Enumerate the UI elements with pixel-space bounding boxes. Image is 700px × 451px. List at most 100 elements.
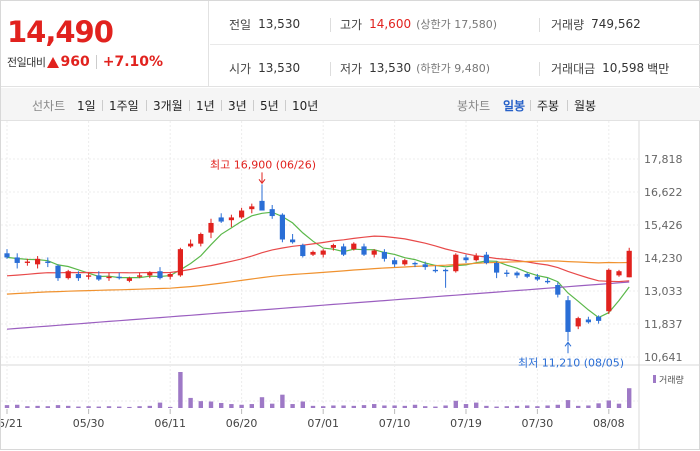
volume-bar — [372, 404, 377, 408]
divider — [95, 55, 97, 69]
date-axis: 05/21 05/30 06/11 06/20 07/01 07/10 07/19 07/30… — [1, 409, 625, 430]
volume-bar — [361, 405, 367, 408]
x-tick-label: 05/21 — [1, 417, 23, 430]
candle-body — [371, 250, 377, 255]
volume-bar — [86, 406, 91, 408]
low-value: 13,530 — [369, 61, 412, 75]
tab-10-years[interactable]: 10년 — [292, 99, 319, 113]
price-box: 14,490 전일대비 960 +7.10% — [1, 1, 209, 87]
ma60-line — [6, 260, 630, 295]
divider — [539, 62, 540, 76]
tab-monthly-candle[interactable]: 월봉 — [574, 99, 597, 113]
candlestick-chart: 52060120 최고 16,900 (06/26)최저 11,210 (08/… — [1, 121, 700, 449]
tab-3-years[interactable]: 3년 — [228, 99, 247, 113]
max-annotation: 최고 16,900 (06/26) — [210, 158, 316, 171]
volume: 거래량 749,562 — [551, 14, 641, 34]
prev-close-label: 전일 — [229, 17, 252, 32]
volume-bar — [392, 405, 397, 408]
candle-body — [249, 206, 255, 210]
volume-bars: 거래량 — [4, 372, 684, 408]
tab-1-week[interactable]: 1주일 — [109, 99, 139, 113]
volume-bar — [45, 406, 50, 408]
volume-bar — [402, 405, 407, 408]
volume-label: 거래량 — [659, 374, 684, 386]
candle-body — [208, 222, 214, 233]
min-annotation: 최저 11,210 (08/05) — [518, 356, 624, 369]
line-chart-label: 선차트 — [32, 99, 66, 113]
volume-bar — [463, 404, 469, 408]
volume-bar — [300, 401, 305, 408]
volume-bar — [596, 403, 601, 408]
volume-bar — [178, 372, 183, 408]
candle-body — [137, 275, 143, 277]
x-tick-label: 06/11 — [154, 417, 186, 430]
tab-3-months[interactable]: 3개월 — [153, 99, 183, 113]
volume-bar — [616, 403, 622, 408]
candle-body — [616, 271, 622, 276]
candle-body — [514, 272, 520, 276]
divider — [285, 100, 286, 111]
up-triangle-icon — [47, 56, 60, 68]
candle-body — [555, 285, 561, 295]
y-tick-label: 10,641 — [644, 351, 683, 364]
max-arrow-head — [258, 179, 266, 185]
candle-body — [596, 316, 602, 321]
candle-body — [432, 269, 438, 272]
tab-1-year[interactable]: 1년 — [196, 99, 215, 113]
volume-bar — [117, 406, 122, 408]
trade-amount: 거래대금 10,598 백만 — [551, 58, 669, 78]
divider — [567, 100, 568, 111]
volume-bar — [208, 401, 214, 408]
candle-body — [228, 217, 234, 221]
x-tick-label: 07/10 — [379, 417, 411, 430]
divider — [210, 44, 700, 45]
candle-body — [341, 246, 347, 255]
volume-bar — [198, 401, 203, 408]
candle-body — [279, 214, 285, 240]
volume-label: 거래량 — [551, 17, 585, 32]
volume-bar — [76, 406, 81, 408]
tab-daily-candle[interactable]: 일봉 — [503, 99, 526, 113]
candle-body — [473, 256, 479, 261]
volume-bar — [453, 400, 458, 408]
candle-body — [239, 210, 245, 218]
y-tick-label: 16,622 — [644, 186, 683, 199]
divider — [330, 18, 331, 32]
volume-bar — [555, 404, 560, 408]
candles — [4, 184, 632, 342]
volume-value: 749,562 — [591, 17, 641, 31]
tab-1-day[interactable]: 1일 — [77, 99, 96, 113]
candle-body — [453, 254, 459, 272]
y-tick-label: 11,837 — [644, 318, 683, 331]
moving-averages — [6, 211, 630, 330]
candle-body — [75, 273, 81, 279]
volume-bar — [137, 406, 142, 408]
divider — [330, 62, 331, 76]
volume-bar — [433, 406, 438, 408]
candle-body — [45, 261, 51, 263]
candle-body — [126, 278, 132, 281]
divider — [530, 100, 531, 111]
volume-bar — [535, 406, 540, 408]
candle-body — [14, 257, 20, 263]
min-arrow-head — [564, 341, 572, 347]
candle-body — [106, 276, 112, 279]
candle-body — [381, 251, 387, 259]
tab-weekly-candle[interactable]: 주봉 — [537, 99, 560, 113]
x-tick-label: 07/30 — [522, 417, 554, 430]
candle-body — [585, 319, 591, 323]
tab-5-years[interactable]: 5년 — [260, 99, 279, 113]
divider — [146, 100, 147, 111]
divider — [189, 100, 190, 111]
volume-bar — [576, 405, 581, 408]
x-tick-label: 07/19 — [450, 417, 482, 430]
volume-bar — [310, 405, 316, 408]
candle-body — [310, 251, 316, 255]
divider — [539, 18, 540, 32]
candle-body — [534, 276, 540, 280]
volume-bar — [147, 405, 152, 408]
candle-body — [606, 269, 612, 312]
candle-body — [24, 261, 30, 263]
current-price: 14,490 — [7, 15, 114, 49]
